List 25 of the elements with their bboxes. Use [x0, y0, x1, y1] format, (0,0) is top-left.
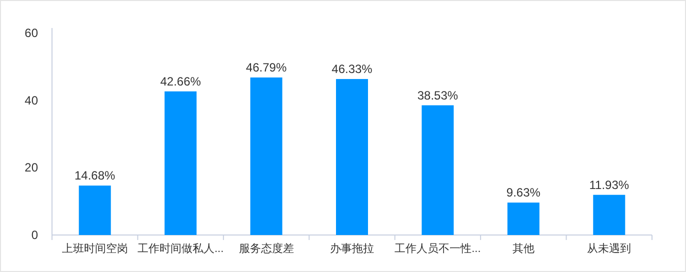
- bar: [164, 91, 197, 235]
- data-label: 11.93%: [589, 178, 630, 192]
- x-tick-label: 服务态度差: [238, 242, 294, 255]
- y-tick-label: 0: [31, 228, 38, 242]
- bar: [593, 194, 626, 235]
- y-tick-label: 40: [24, 93, 38, 108]
- x-tick-label: 从未遇到: [587, 242, 632, 255]
- data-label: 46.79%: [246, 60, 287, 74]
- x-tick-label: 工作时间做私人...: [137, 242, 224, 255]
- y-tick-label: 20: [24, 160, 38, 175]
- x-tick-label: 其他: [512, 242, 534, 255]
- x-tick-label: 工作人员不一性...: [394, 243, 481, 255]
- data-label: 38.53%: [417, 88, 458, 102]
- bar: [78, 186, 111, 235]
- bar: [250, 77, 282, 235]
- bar: [422, 105, 454, 235]
- data-label: 9.63%: [506, 186, 541, 200]
- bar: [507, 202, 540, 235]
- x-tick-label: 上班时间空岗: [62, 242, 128, 255]
- bar: [336, 79, 368, 235]
- data-label: 42.66%: [160, 74, 202, 88]
- data-label: 46.33%: [332, 62, 373, 76]
- y-tick-label: 60: [24, 26, 38, 40]
- x-tick-label: 办事拖拉: [330, 242, 374, 255]
- data-label: 14.68%: [74, 168, 116, 183]
